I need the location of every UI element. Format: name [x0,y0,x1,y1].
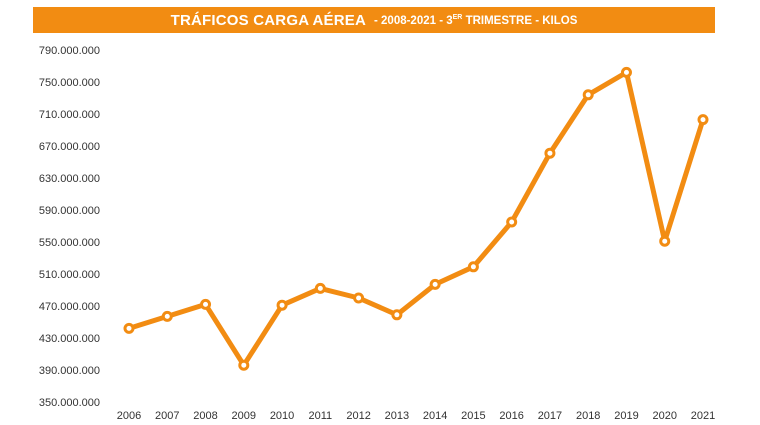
x-tick-label: 2018 [576,410,600,422]
data-point [238,359,250,371]
x-tick-label: 2014 [423,410,447,422]
chart-title: TRÁFICOS CARGA AÉREA [170,11,366,29]
chart-subtitle: - 2008-2021 - 3ER TRIMESTRE - KILOS [374,14,577,27]
y-tick-label: 510.000.000 [39,269,100,281]
data-point [429,278,441,290]
data-point [391,309,403,321]
data-point [659,235,671,247]
y-tick-label: 430.000.000 [39,333,100,345]
x-tick-label: 2010 [270,410,294,422]
x-tick-label: 2021 [691,410,715,422]
y-tick-label: 790.000.000 [39,45,100,57]
data-point [506,216,518,228]
x-tick-label: 2016 [499,410,523,422]
chart-subtitle-prefix: - 2008-2021 - 3 [374,14,453,27]
data-point [353,292,365,304]
y-tick-label: 670.000.000 [39,141,100,153]
y-tick-label: 590.000.000 [39,205,100,217]
x-tick-label: 2017 [538,410,562,422]
y-tick-label: 470.000.000 [39,301,100,313]
data-point [620,66,632,78]
y-axis: 350.000.000 390.000.000 430.000.000 470.000… [39,45,100,409]
x-tick-label: 2019 [614,410,638,422]
y-tick-label: 710.000.000 [39,109,100,121]
data-point [467,261,479,273]
x-tick-label: 2007 [155,410,179,422]
y-tick-label: 350.000.000 [39,397,100,409]
x-tick-label: 2015 [461,410,485,422]
x-tick-label: 2008 [193,410,217,422]
x-tick-label: 2020 [652,410,676,422]
y-tick-label: 750.000.000 [39,77,100,89]
data-point [582,89,594,101]
data-point [544,147,556,159]
y-tick-label: 550.000.000 [39,237,100,249]
series-group [123,66,709,371]
data-point [161,310,173,322]
series-line [126,69,706,368]
data-point [697,114,709,126]
x-tick-label: 2009 [232,410,256,422]
x-tick-label: 2012 [346,410,370,422]
data-point [314,282,326,294]
x-tick-label: 2006 [117,410,141,422]
x-axis: 2006 2007 2008 2009 2010 2011 2012 2013 2014 2015… [117,410,715,422]
chart-subtitle-superscript: ER [452,13,463,21]
chart-subtitle-suffix: TRIMESTRE - KILOS [462,14,578,27]
x-tick-label: 2013 [385,410,409,422]
chart-title-bar: TRÁFICOS CARGA AÉREA - 2008-2021 - 3ER T… [33,7,715,33]
y-tick-label: 390.000.000 [39,365,100,377]
x-tick-label: 2011 [309,410,333,422]
data-point [123,322,135,334]
y-tick-label: 630.000.000 [39,173,100,185]
data-point [276,299,288,311]
data-point [200,298,212,310]
